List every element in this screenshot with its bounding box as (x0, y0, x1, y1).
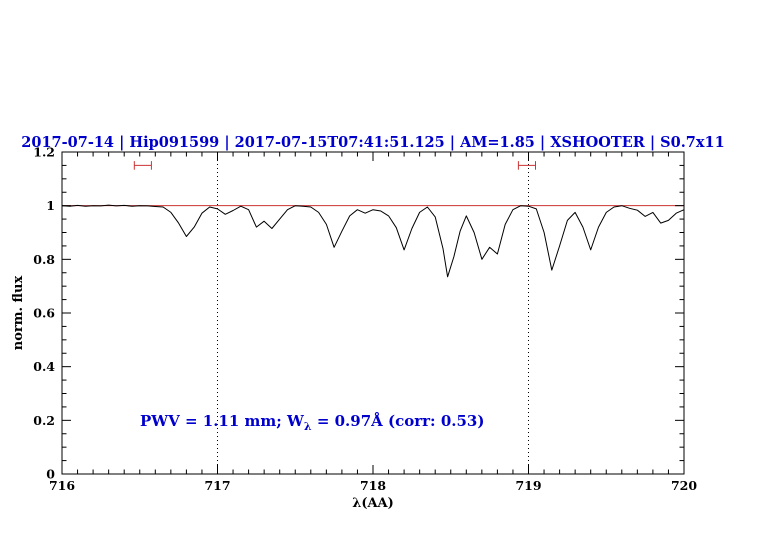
plot-border (61, 151, 685, 475)
x-tick-label: 716 (49, 478, 75, 493)
y-tick-label: 0.2 (33, 413, 55, 428)
x-tick-label: 717 (204, 478, 230, 493)
y-tick-label: 1 (46, 198, 55, 213)
y-tick-label: 0.6 (33, 306, 55, 321)
plot-area: 716 717 718 719 720 0 0.2 0.4 0.6 0.8 1 1.2 (33, 145, 697, 494)
chart-title: 2017-07-14 | Hip091599 | 2017-07-15T07:4… (21, 134, 724, 151)
x-axis-label: λ(AA) (352, 496, 394, 511)
y-axis-label: norm. flux (11, 276, 26, 351)
pwv-annotation-sub: λ (304, 420, 312, 433)
y-tick-label: 0.4 (33, 359, 55, 374)
pwv-annotation: PWV = 1.11 mm; Wλ = 0.97Å (corr: 0.53) (140, 412, 484, 433)
x-tick-label: 720 (671, 478, 697, 493)
y-tick-label: 0.8 (33, 252, 55, 267)
pwv-annotation-pre: PWV = 1.11 mm; W (140, 412, 305, 430)
pwv-annotation-post: = 0.97Å (corr: 0.53) (312, 412, 485, 430)
y-tick-label: 1.2 (33, 145, 55, 160)
x-tick-label: 719 (515, 478, 541, 493)
spectrum-line (61, 204, 685, 278)
y-tick-label: 0 (46, 467, 55, 482)
x-tick-label: 718 (360, 478, 386, 493)
